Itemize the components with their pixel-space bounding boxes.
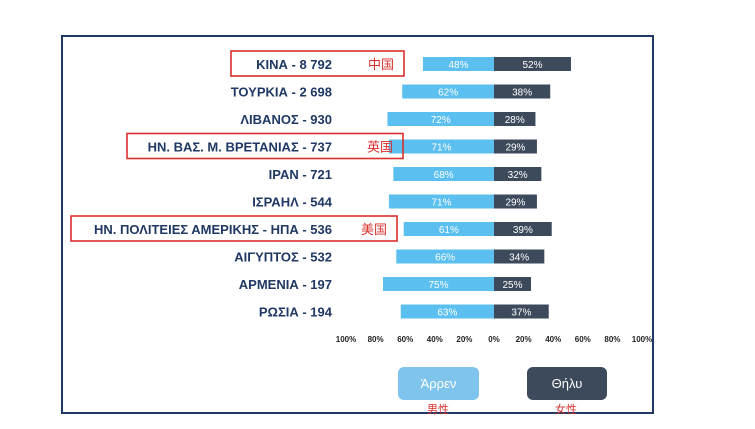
data-label-female-4: 32% (508, 170, 528, 181)
data-label-male-5: 71% (431, 198, 451, 209)
x-tick-label-8: 60% (575, 335, 591, 344)
legend-female-label: Θήλυ (551, 376, 583, 391)
x-tick-label-3: 40% (427, 335, 443, 344)
bar-male-5 (388, 194, 494, 209)
data-label-female-6: 39% (513, 225, 533, 236)
data-label-female-1: 38% (512, 88, 532, 99)
category-label-0: ΚΙΝΑ - 8 792 (256, 57, 332, 72)
category-label-6: ΗΝ. ΠΟΛΙΤΕΙΕΣ ΑΜΕΡΙΚΗΣ - ΗΠΑ - 536 (94, 222, 332, 237)
bar-male-0 (422, 57, 494, 71)
legend-female-button[interactable]: Θήλυ (527, 367, 607, 400)
bar-female-6 (494, 222, 552, 236)
data-label-male-0: 48% (448, 60, 468, 71)
data-label-female-9: 37% (511, 308, 531, 319)
bar-male-4 (393, 167, 494, 181)
x-tick-label-0: 100% (336, 335, 356, 344)
x-tick-label-1: 80% (368, 335, 384, 344)
data-label-female-0: 52% (522, 60, 542, 71)
highlight-box-1 (126, 132, 404, 160)
data-label-male-6: 61% (439, 225, 459, 236)
category-label-7: ΑΙΓΥΠΤΟΣ - 532 (234, 250, 332, 265)
category-label-3: ΗΝ. ΒΑΣ. Μ. ΒΡΕΤΑΝΙΑΣ - 737 (148, 140, 332, 155)
bar-male-9 (400, 304, 494, 319)
data-label-male-8: 75% (428, 280, 448, 291)
category-label-1: ΤΟΥΡΚΙΑ - 2 698 (231, 85, 332, 100)
legend-male-button[interactable]: Άρρεν (398, 367, 479, 400)
annotation-text-2: 美国 (361, 223, 387, 238)
data-label-male-2: 72% (431, 115, 451, 126)
annotation-text-1: 英国 (367, 141, 393, 156)
x-tick-label-9: 80% (604, 335, 620, 344)
x-tick-label-2: 60% (397, 335, 413, 344)
x-tick-label-5: 0% (488, 335, 500, 344)
data-label-male-4: 68% (434, 170, 454, 181)
data-label-male-9: 63% (437, 308, 457, 319)
bar-female-4 (494, 167, 542, 181)
legend-male-label: Άρρεν (420, 376, 457, 391)
annotation-text-0: 中国 (368, 58, 394, 73)
data-label-female-5: 29% (505, 198, 525, 209)
category-label-4: ΙΡΑΝ - 721 (269, 167, 332, 182)
bar-female-5 (494, 194, 537, 209)
bar-female-3 (494, 139, 537, 154)
bar-male-1 (402, 84, 494, 99)
bar-male-7 (396, 249, 494, 264)
bar-female-7 (494, 249, 545, 264)
legend-male-note: 男性 (427, 403, 449, 416)
category-label-5: ΙΣΡΑΗΛ - 544 (252, 195, 333, 210)
highlight-box-0 (230, 50, 405, 77)
chart-frame (61, 35, 654, 414)
data-label-female-8: 25% (502, 280, 522, 291)
data-label-female-2: 28% (505, 115, 525, 126)
bar-female-1 (494, 84, 551, 99)
x-tick-label-6: 20% (516, 335, 532, 344)
bar-female-9 (494, 304, 549, 319)
bar-female-2 (494, 112, 536, 126)
x-tick-label-4: 20% (456, 335, 472, 344)
bar-male-6 (403, 222, 494, 236)
data-label-male-7: 66% (435, 253, 455, 264)
data-label-female-7: 34% (509, 253, 529, 264)
x-tick-label-10: 100% (632, 335, 652, 344)
data-label-male-1: 62% (438, 88, 458, 99)
category-label-8: ΑΡΜΕΝΙΑ - 197 (239, 277, 332, 292)
bar-female-8 (494, 277, 531, 291)
bar-male-2 (387, 112, 494, 126)
legend-female-note: 女性 (555, 403, 577, 416)
bar-female-0 (494, 57, 571, 71)
data-label-female-3: 29% (505, 143, 525, 154)
data-label-male-3: 71% (431, 143, 451, 154)
x-tick-label-7: 40% (545, 335, 561, 344)
highlight-box-2 (70, 215, 398, 242)
category-label-2: ΛΙΒΑΝΟΣ - 930 (240, 112, 332, 127)
bar-male-8 (383, 277, 494, 291)
bar-male-3 (388, 139, 494, 154)
category-label-9: ΡΩΣΙΑ - 194 (259, 305, 333, 320)
